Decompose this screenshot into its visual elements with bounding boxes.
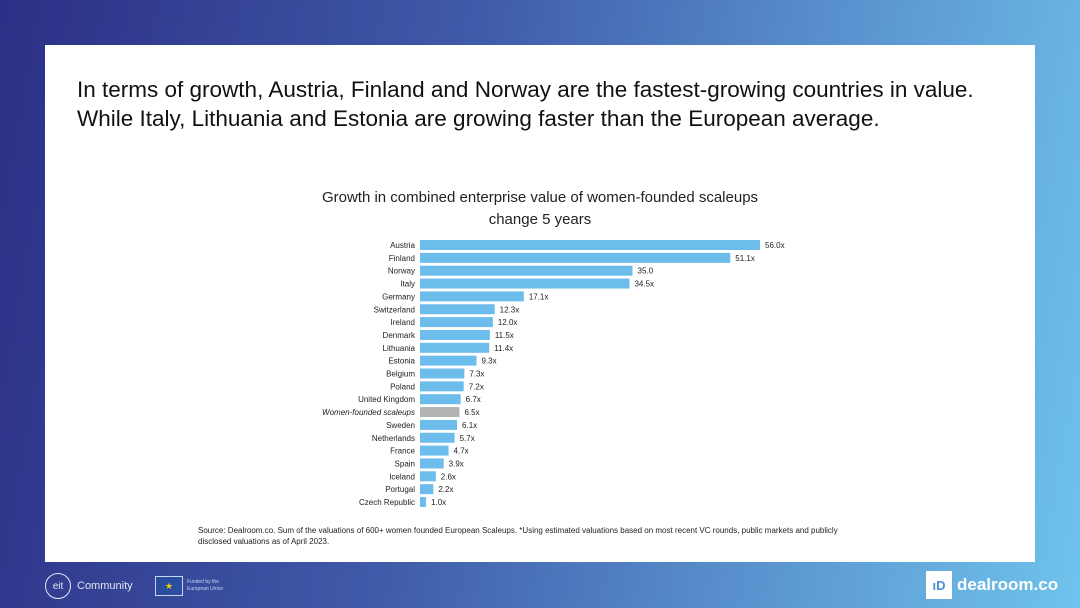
bar bbox=[420, 484, 434, 495]
bar bbox=[420, 291, 524, 302]
bar bbox=[420, 355, 477, 366]
category-label: Italy bbox=[400, 280, 415, 289]
value-label: 6.5x bbox=[464, 408, 479, 417]
value-label: 12.3x bbox=[500, 305, 520, 314]
value-label: 11.5x bbox=[495, 331, 514, 340]
category-label: Netherlands bbox=[372, 434, 415, 443]
category-label: Finland bbox=[389, 254, 415, 263]
category-label: Norway bbox=[388, 267, 415, 276]
value-label: 4.7x bbox=[454, 447, 469, 456]
bar bbox=[420, 458, 444, 469]
value-label: 6.7x bbox=[466, 395, 481, 404]
eu-funding-logo: ★ Funded by the European Union bbox=[155, 576, 227, 596]
category-label: Denmark bbox=[383, 331, 416, 340]
bar bbox=[420, 394, 461, 405]
value-label: 51.1x bbox=[735, 254, 755, 263]
value-label: 56.0x bbox=[765, 241, 785, 250]
chart-subtitle: change 5 years bbox=[488, 211, 592, 228]
bar bbox=[420, 432, 455, 443]
category-label: Belgium bbox=[386, 370, 415, 379]
value-label: 2.2x bbox=[438, 485, 453, 494]
value-label: 11.4x bbox=[494, 344, 513, 353]
bar bbox=[420, 471, 436, 482]
chart-title-block: Growth in combined enterprise value of w… bbox=[45, 187, 1035, 231]
eu-flag-icon: ★ bbox=[155, 576, 183, 596]
eit-label: Community bbox=[77, 580, 133, 592]
dealroom-label: dealroom.co bbox=[957, 575, 1059, 594]
dealroom-logo: ıD dealroom.co bbox=[926, 571, 1058, 599]
category-label: United Kingdom bbox=[358, 395, 415, 404]
category-label: Portugal bbox=[385, 485, 415, 494]
category-label: Switzerland bbox=[374, 305, 415, 314]
value-label: 9.3x bbox=[481, 357, 496, 366]
bar bbox=[420, 278, 630, 289]
dealroom-mark-icon: ıD bbox=[926, 571, 952, 599]
category-label: France bbox=[390, 447, 415, 456]
category-label: Iceland bbox=[389, 472, 415, 481]
category-label: Germany bbox=[382, 292, 415, 301]
value-label: 3.9x bbox=[449, 459, 464, 468]
bar bbox=[420, 368, 465, 379]
category-label: Lithuania bbox=[383, 344, 416, 353]
headline: In terms of growth, Austria, Finland and… bbox=[77, 77, 974, 131]
bar bbox=[420, 407, 460, 418]
value-label: 34.5x bbox=[634, 280, 654, 289]
category-label: Sweden bbox=[386, 421, 415, 430]
value-label: 35.0 bbox=[638, 267, 654, 276]
category-label: Austria bbox=[390, 241, 415, 250]
value-label: 1.0x bbox=[431, 498, 446, 507]
category-label: Ireland bbox=[391, 318, 415, 327]
source-note: Source: Dealroom.co. Sum of the valuatio… bbox=[198, 526, 838, 546]
bar bbox=[420, 304, 495, 315]
value-label: 12.0x bbox=[498, 318, 518, 327]
bar bbox=[420, 317, 493, 328]
bar bbox=[420, 419, 458, 430]
value-label: 7.3x bbox=[469, 370, 484, 379]
category-label: Poland bbox=[390, 382, 415, 391]
chart-title: Growth in combined enterprise value of w… bbox=[321, 189, 759, 206]
eit-community-logo: eit Community bbox=[45, 573, 133, 599]
bar bbox=[420, 497, 427, 507]
value-label: 17.1x bbox=[529, 292, 549, 301]
bar bbox=[420, 342, 490, 353]
bar-chart: Austria 56.0x Finland 51.1x Norway 35.0 Italy 3… bbox=[322, 240, 785, 507]
eu-text: Funded by the European Union bbox=[187, 579, 224, 592]
value-label: 2.6x bbox=[441, 472, 456, 481]
bar bbox=[420, 252, 731, 263]
category-label: Czech Republic bbox=[359, 498, 415, 507]
value-label: 7.2x bbox=[469, 382, 484, 391]
bar bbox=[420, 329, 490, 340]
bar bbox=[420, 381, 464, 392]
category-label: Women-founded scaleups bbox=[322, 408, 415, 417]
category-label: Spain bbox=[395, 459, 415, 468]
value-label: 6.1x bbox=[462, 421, 477, 430]
slide-card: In terms of growth, Austria, Finland and… bbox=[45, 45, 1035, 562]
bar bbox=[420, 265, 633, 276]
category-label: Estonia bbox=[388, 357, 415, 366]
bar bbox=[420, 445, 449, 456]
value-label: 5.7x bbox=[460, 434, 475, 443]
eit-mark: eit bbox=[45, 573, 71, 599]
bar bbox=[420, 240, 760, 250]
